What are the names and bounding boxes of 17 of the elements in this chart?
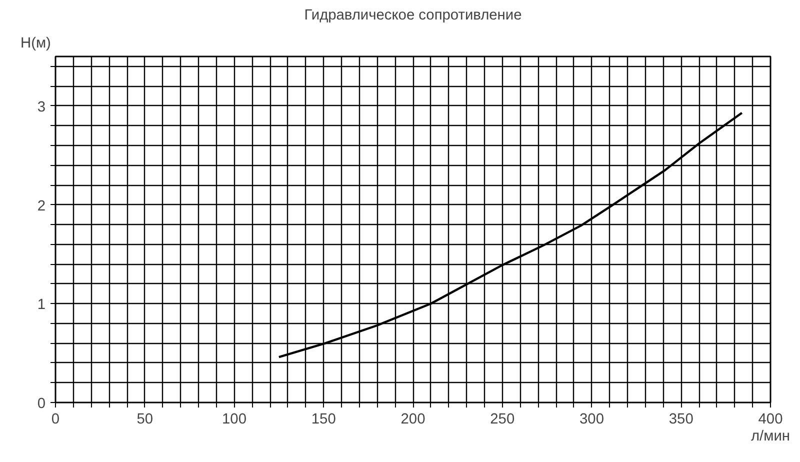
y-axis-title: H(м)	[20, 36, 51, 52]
x-tick-label: 0	[51, 412, 60, 428]
x-tick-label: 150	[311, 412, 336, 428]
y-tick-label: 0	[37, 396, 46, 412]
x-tick-label: 300	[580, 412, 604, 428]
x-tick-label: 250	[490, 412, 515, 428]
x-axis-title: л/мин	[751, 428, 790, 444]
y-tick-label: 2	[37, 198, 46, 214]
x-tick-label: 50	[136, 412, 154, 428]
x-tick-label: 350	[668, 412, 694, 428]
x-tick-label: 100	[222, 412, 246, 428]
chart-title: Гидравлическое сопротивление	[304, 8, 522, 24]
x-tick-label: 200	[400, 412, 426, 428]
line-series	[278, 112, 743, 358]
y-tick-label: 3	[37, 99, 46, 116]
y-tick-label: 1	[37, 297, 46, 314]
x-tick-label: 400	[758, 412, 783, 428]
